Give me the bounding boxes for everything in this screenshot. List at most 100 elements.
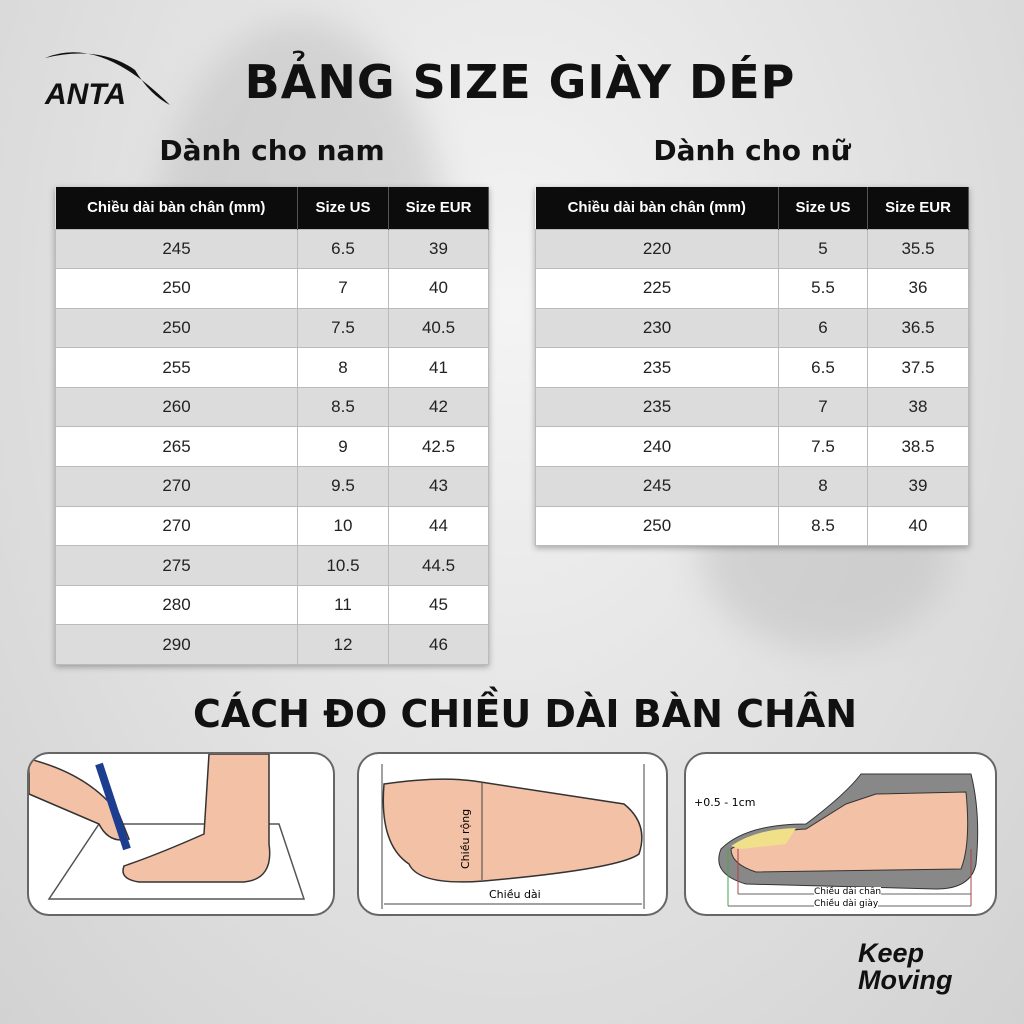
table-cell: 46 <box>388 624 489 666</box>
keep-moving-slogan: Keep Moving <box>858 940 953 994</box>
foot-outline-illustration <box>381 764 645 909</box>
table-cell: 40.5 <box>388 307 489 349</box>
table-cell: 40 <box>867 505 969 547</box>
table-row: 280 11 45 <box>55 584 489 626</box>
table-cell: 7.5 <box>297 307 389 349</box>
table-cell: 42 <box>388 386 489 428</box>
table-cell: 7.5 <box>778 426 868 468</box>
table-row: 235 6.5 37.5 <box>535 347 969 388</box>
table-row: 250 7 40 <box>55 268 489 309</box>
table-row: 240 7.5 38.5 <box>535 426 969 468</box>
table-cell: 40 <box>388 268 489 309</box>
table-cell: 8 <box>778 466 868 507</box>
table-cell: 270 <box>55 505 298 547</box>
table-row: 245 6.5 39 <box>55 228 489 270</box>
slogan-line: Keep <box>858 938 925 968</box>
table-cell: 280 <box>55 584 298 626</box>
table-cell: 11 <box>297 584 389 626</box>
table-cell: 35.5 <box>867 228 969 270</box>
table-cell: 290 <box>55 624 298 666</box>
table-cell: 8.5 <box>778 505 868 547</box>
shoe-length-label: Chiều dài giày <box>814 899 879 909</box>
table-row: 270 10 44 <box>55 505 489 547</box>
slogan-line: Moving <box>858 965 953 995</box>
logo-text: ANTA <box>45 78 127 111</box>
panel-foot-dimensions: Chiều rộng Chiều dài <box>357 752 668 916</box>
table-row: 235 7 38 <box>535 386 969 428</box>
table-cell: 6.5 <box>778 347 868 388</box>
women-heading: Dành cho nữ <box>653 134 851 167</box>
table-cell: 245 <box>535 466 779 507</box>
men-size-table: Chiều dài bàn chân (mm) Size US Size EUR… <box>55 187 489 666</box>
table-cell: 230 <box>535 307 779 349</box>
table-row: 265 9 42.5 <box>55 426 489 468</box>
table-cell: 235 <box>535 386 779 428</box>
page-title: BẢNG SIZE GIÀY DÉP <box>244 55 796 109</box>
column-header: Size EUR <box>388 187 489 229</box>
table-cell: 38 <box>867 386 969 428</box>
table-cell: 7 <box>297 268 389 309</box>
panel-shoe-fit: +0.5 - 1cm Chiều dài chân Chiều dài giày <box>684 752 997 916</box>
table-row: 255 8 41 <box>55 347 489 388</box>
table-cell: 260 <box>55 386 298 428</box>
table-row: 275 10.5 44.5 <box>55 545 489 586</box>
table-cell: 10.5 <box>297 545 389 586</box>
table-cell: 43 <box>388 466 489 507</box>
foot-length-label: Chiều dài chân <box>814 887 882 897</box>
table-row: 270 9.5 43 <box>55 466 489 507</box>
column-header: Chiều dài bàn chân (mm) <box>55 187 298 229</box>
table-cell: 37.5 <box>867 347 969 388</box>
women-size-table: Chiều dài bàn chân (mm) Size US Size EUR… <box>535 187 969 547</box>
table-cell: 44.5 <box>388 545 489 586</box>
table-cell: 225 <box>535 268 779 309</box>
table-row: 250 8.5 40 <box>535 505 969 547</box>
table-row: 250 7.5 40.5 <box>55 307 489 349</box>
table-cell: 220 <box>535 228 779 270</box>
table-cell: 8 <box>297 347 389 388</box>
table-cell: 39 <box>867 466 969 507</box>
table-row: 290 12 46 <box>55 624 489 666</box>
table-cell: 270 <box>55 466 298 507</box>
table-cell: 245 <box>55 228 298 270</box>
table-cell: 41 <box>388 347 489 388</box>
column-header: Size EUR <box>867 187 969 229</box>
table-cell: 9 <box>297 426 389 468</box>
men-heading: Dành cho nam <box>159 134 385 167</box>
table-cell: 8.5 <box>297 386 389 428</box>
howto-heading: CÁCH ĐO CHIỀU DÀI BÀN CHÂN <box>192 692 858 736</box>
table-cell: 6.5 <box>297 228 389 270</box>
table-cell: 250 <box>55 307 298 349</box>
table-cell: 235 <box>535 347 779 388</box>
table-cell: 250 <box>535 505 779 547</box>
table-row: 220 5 35.5 <box>535 228 969 270</box>
table-cell: 265 <box>55 426 298 468</box>
table-row: 225 5.5 36 <box>535 268 969 309</box>
table-cell: 250 <box>55 268 298 309</box>
allowance-label: +0.5 - 1cm <box>694 796 756 809</box>
table-cell: 275 <box>55 545 298 586</box>
table-cell: 240 <box>535 426 779 468</box>
anta-logo: ANTA <box>40 40 180 119</box>
table-cell: 5 <box>778 228 868 270</box>
table-cell: 36.5 <box>867 307 969 349</box>
length-label: Chiều dài <box>489 888 541 901</box>
table-row: 260 8.5 42 <box>55 386 489 428</box>
table-row: 230 6 36.5 <box>535 307 969 349</box>
table-cell: 10 <box>297 505 389 547</box>
table-cell: 7 <box>778 386 868 428</box>
table-cell: 44 <box>388 505 489 547</box>
table-cell: 36 <box>867 268 969 309</box>
width-label: Chiều rộng <box>459 808 472 869</box>
table-cell: 38.5 <box>867 426 969 468</box>
table-cell: 42.5 <box>388 426 489 468</box>
table-row: 245 8 39 <box>535 466 969 507</box>
table-cell: 45 <box>388 584 489 626</box>
table-cell: 6 <box>778 307 868 349</box>
column-header: Size US <box>297 187 389 229</box>
table-cell: 12 <box>297 624 389 666</box>
panel-tracing-foot <box>27 752 335 916</box>
column-header: Chiều dài bàn chân (mm) <box>535 187 779 229</box>
foot-tracing-illustration <box>29 754 306 900</box>
column-header: Size US <box>778 187 868 229</box>
table-cell: 255 <box>55 347 298 388</box>
